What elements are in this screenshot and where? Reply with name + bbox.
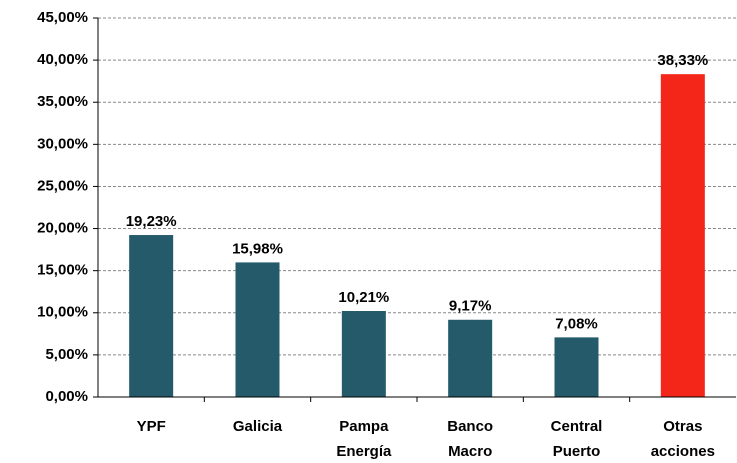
x-tick-label: Otras acciones (651, 418, 715, 460)
value-label: 19,23% (126, 213, 177, 230)
y-tick-label: 25,00% (37, 177, 88, 194)
value-label: 7,08% (555, 315, 598, 332)
x-tick-label: Central Puerto (551, 418, 603, 460)
y-tick-label: 10,00% (37, 304, 88, 321)
x-tick-label: Galicia (233, 418, 283, 435)
bar (554, 337, 599, 397)
value-label: 9,17% (449, 298, 492, 315)
y-tick-label: 30,00% (37, 135, 88, 152)
y-tick-label: 5,00% (45, 346, 88, 363)
bar (129, 235, 174, 397)
value-label: 15,98% (232, 240, 283, 257)
bar (448, 319, 493, 397)
y-tick-label: 45,00% (37, 9, 88, 26)
bar (235, 262, 280, 397)
x-tick-label: Pampa Energía (336, 418, 392, 460)
y-tick-label: 20,00% (37, 220, 88, 237)
x-tick-label: YPF (137, 418, 166, 435)
y-tick-label: 35,00% (37, 93, 88, 110)
value-label: 38,33% (657, 52, 708, 69)
value-label: 10,21% (338, 289, 389, 306)
y-tick-label: 0,00% (45, 388, 88, 405)
bar (660, 74, 705, 398)
x-tick-label: Banco Macro (447, 418, 493, 460)
bar (341, 311, 386, 397)
y-tick-label: 15,00% (37, 262, 88, 279)
y-tick-label: 40,00% (37, 51, 88, 68)
